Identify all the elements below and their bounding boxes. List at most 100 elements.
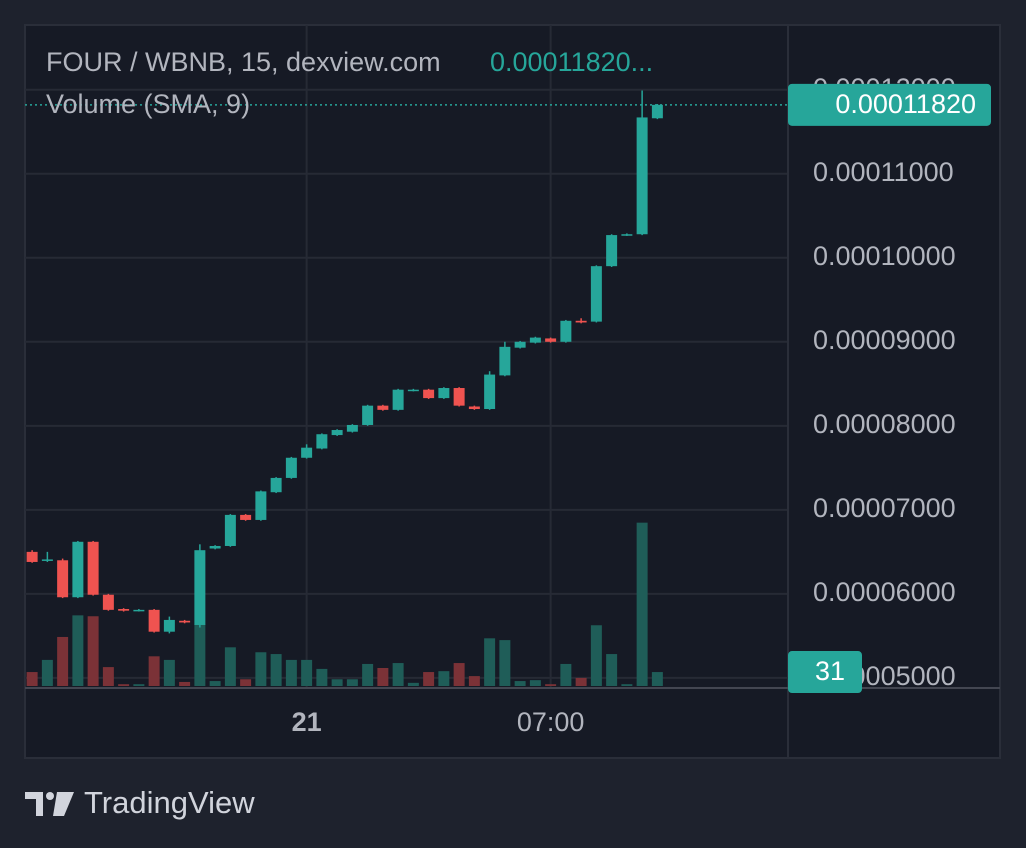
axis-badges: 0.00011820 31 — [788, 83, 991, 694]
legend-value: 0.00011820... — [490, 47, 653, 77]
volume-bar — [133, 684, 145, 686]
y-tick-label: 0.00008000 — [813, 409, 956, 439]
volume-bar — [575, 677, 587, 686]
candle-body — [255, 491, 267, 520]
volume-bar — [148, 656, 160, 686]
volume-bar — [545, 684, 557, 686]
volume-bar — [194, 624, 206, 686]
candle-body — [636, 117, 648, 235]
volume-bar — [331, 679, 343, 686]
volume-bar — [270, 654, 282, 686]
volume-bar — [651, 672, 663, 686]
logo-shape — [53, 792, 74, 816]
volume-bar — [224, 647, 236, 686]
candle-body — [606, 235, 618, 267]
volume-bar — [209, 681, 221, 686]
candle-body — [41, 559, 53, 561]
candle-body — [423, 389, 435, 399]
logo-shape — [25, 792, 43, 816]
volume-bar — [57, 636, 69, 686]
volume-bar — [163, 659, 175, 686]
last-volume-badge — [788, 651, 862, 694]
volume-legend: Volume (SMA, 9) — [46, 89, 250, 119]
candle-body — [346, 424, 358, 432]
volume-bar — [468, 676, 480, 686]
candle-body — [87, 541, 99, 595]
candle-body — [621, 234, 633, 236]
candle-body — [407, 389, 419, 392]
volume-bar — [377, 668, 389, 686]
volume-bar — [621, 684, 633, 686]
volume-bar — [362, 663, 374, 686]
candle-body — [514, 341, 526, 348]
volume-bar — [438, 671, 450, 686]
volume-bar — [26, 672, 38, 686]
candle-body — [499, 346, 511, 376]
candle-body — [590, 266, 602, 322]
candle-body — [331, 430, 343, 436]
volume-bar — [514, 681, 526, 686]
chart-frame — [24, 24, 1001, 759]
volume-bar — [606, 654, 618, 686]
logo-shape — [46, 792, 54, 800]
x-tick-label: 07:00 — [517, 707, 585, 737]
candle-body — [392, 389, 404, 410]
x-tick-label: 21 — [292, 707, 322, 737]
grid — [25, 25, 788, 688]
candle-body — [377, 405, 389, 410]
volume-bar — [529, 680, 541, 686]
candle-body — [57, 560, 69, 598]
candle-body — [484, 374, 496, 410]
candle-body — [301, 447, 313, 458]
volume-bar — [484, 638, 496, 686]
candle-body — [545, 338, 557, 342]
candle-body — [163, 619, 175, 632]
candle-body — [194, 550, 206, 625]
plot-area — [25, 90, 788, 686]
volume-bar — [301, 659, 313, 686]
volume-bar — [316, 668, 328, 686]
chart-title: FOUR / WBNB, 15, dexview.com — [46, 47, 441, 77]
candle-body — [72, 541, 84, 598]
candle-body — [468, 406, 480, 410]
last-price-badge — [788, 83, 991, 126]
candle-body — [529, 337, 541, 343]
volume-bar — [560, 663, 572, 686]
candle-body — [240, 514, 252, 520]
candle-body — [285, 457, 297, 478]
y-tick-label: 0.00007000 — [813, 493, 956, 523]
candle-body — [209, 545, 221, 549]
candle-body — [26, 551, 38, 562]
volume-bar — [179, 681, 191, 686]
candle-body — [118, 609, 130, 611]
candle-body — [148, 609, 160, 632]
candle-body — [560, 320, 572, 342]
y-tick-label: 0.00009000 — [813, 325, 956, 355]
y-tick-label: 0.00006000 — [813, 577, 956, 607]
volume-bar — [285, 659, 297, 686]
volume-bar — [636, 522, 648, 686]
brand-logo — [25, 792, 74, 816]
brand-name: TradingView — [84, 785, 255, 820]
volume-bar — [87, 616, 99, 686]
last-volume-label: 31 — [815, 656, 845, 686]
volume-bar — [255, 652, 267, 686]
candle-body — [133, 609, 145, 612]
candle-body — [651, 104, 663, 119]
candle-body — [224, 514, 236, 546]
y-tick-label: 0.00010000 — [813, 241, 956, 271]
candle-body — [316, 434, 328, 449]
candle-body — [102, 594, 114, 610]
volume-bar — [423, 672, 435, 686]
volume-bar — [72, 615, 84, 686]
candle-body — [438, 388, 450, 399]
volume-bar — [499, 640, 511, 686]
candle-body — [179, 620, 191, 623]
last-price-label: 0.00011820 — [835, 89, 976, 119]
y-tick-label: 0.00011000 — [813, 157, 954, 187]
volume-bar — [392, 663, 404, 686]
volume-bar — [453, 663, 465, 686]
volume-bar — [407, 682, 419, 686]
